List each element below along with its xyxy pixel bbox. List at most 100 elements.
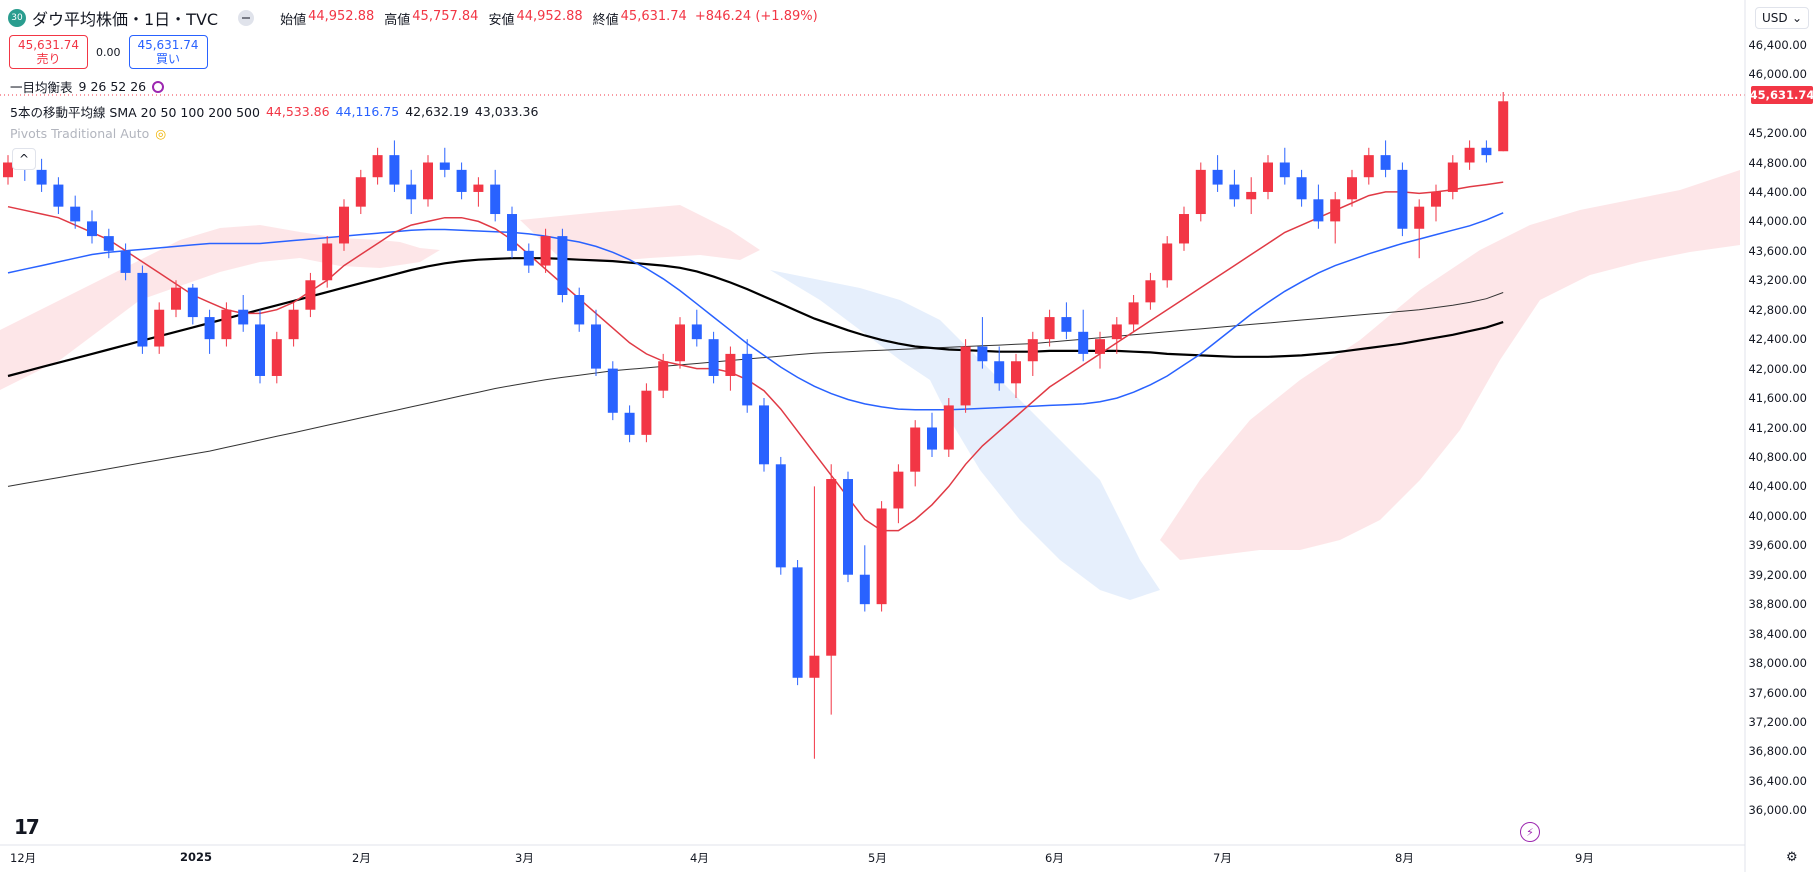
- candle-body: [994, 361, 1005, 384]
- flash-icon[interactable]: ⚡: [1520, 822, 1540, 842]
- candle: [1347, 169, 1357, 207]
- candle-body: [1414, 206, 1425, 229]
- sell-button[interactable]: 45,631.74 売り: [9, 35, 88, 69]
- candle: [1481, 140, 1492, 163]
- price-tick-label: 41,600.00: [1748, 391, 1807, 406]
- candle-body: [1464, 147, 1475, 163]
- candle-body: [523, 250, 534, 266]
- collapse-header-icon[interactable]: [238, 10, 255, 26]
- candle-body: [87, 221, 97, 237]
- spread-value: 0.00: [96, 45, 121, 59]
- candle-body: [809, 655, 820, 678]
- candle-body: [1380, 155, 1391, 170]
- time-tick-label: 3月: [515, 851, 534, 865]
- ma-value-2: 44,116.75: [335, 104, 400, 119]
- candle-body: [456, 169, 467, 192]
- tradingview-logo[interactable]: 17: [14, 815, 40, 839]
- candle-body: [893, 471, 904, 509]
- pivots-label: Pivots Traditional Auto: [10, 126, 150, 141]
- buy-price: 45,631.74: [137, 38, 199, 52]
- currency-selector[interactable]: USD ⌄: [1755, 7, 1809, 29]
- candle-body: [792, 567, 803, 678]
- candle: [876, 501, 887, 612]
- price-tick-label: 40,000.00: [1748, 508, 1807, 523]
- candle-body: [1212, 169, 1223, 185]
- candle-body: [943, 405, 954, 450]
- candle-body: [204, 317, 215, 340]
- candle: [171, 280, 181, 318]
- sell-label: 売り: [36, 52, 61, 66]
- candle: [271, 331, 282, 384]
- candle: [473, 177, 484, 207]
- candle: [355, 169, 366, 215]
- candle-body: [725, 353, 736, 376]
- candle: [1011, 353, 1021, 399]
- price-tick-label: 41,200.00: [1748, 420, 1807, 435]
- candle-body: [154, 309, 165, 347]
- ma100-line: [7, 257, 1504, 378]
- candle-body: [288, 309, 299, 340]
- candle-body: [271, 339, 282, 376]
- candlestick-series: [3, 91, 1509, 759]
- candle-body: [843, 479, 853, 575]
- candle-body: [927, 427, 937, 450]
- buy-button[interactable]: 45,631.74 買い: [128, 35, 208, 69]
- open-value: 44,952.88: [308, 8, 375, 24]
- candle-body: [137, 272, 148, 347]
- price-tick-label: 43,200.00: [1748, 273, 1807, 288]
- hidden-eye-icon[interactable]: ◎: [155, 126, 167, 141]
- candle-body: [473, 184, 484, 192]
- candle-body: [1044, 317, 1055, 340]
- price-tick-label: 39,200.00: [1748, 567, 1807, 582]
- candle: [456, 162, 467, 200]
- candle-body: [1279, 162, 1290, 178]
- candle-body: [1095, 339, 1105, 354]
- price-tick-label: 38,800.00: [1748, 597, 1807, 612]
- ma-label: 5本の移動平均線 SMA 20 50 100 200 500: [10, 105, 260, 120]
- trade-buttons: 45,631.74 売り 0.00 45,631.74 買い: [9, 35, 208, 69]
- candle-body: [439, 162, 450, 170]
- candle: [943, 398, 954, 457]
- candle: [53, 177, 64, 215]
- symbol-title[interactable]: ダウ平均株価・1日・TVC: [32, 10, 219, 29]
- time-tick-label: 7月: [1213, 851, 1232, 865]
- candle: [607, 361, 618, 421]
- chevron-up-icon: ^: [18, 152, 30, 166]
- candle-body: [557, 236, 568, 295]
- moving-average-lines: [7, 181, 1504, 532]
- price-tick-label: 42,000.00: [1748, 361, 1807, 376]
- candle: [238, 295, 249, 332]
- settings-gear-icon[interactable]: ⚙: [1786, 850, 1798, 865]
- candle-body: [1179, 214, 1189, 244]
- ichimoku-legend[interactable]: 一目均衡表 9 26 52 26: [10, 77, 165, 96]
- time-tick-label: 9月: [1575, 851, 1594, 865]
- candle: [859, 545, 870, 612]
- candle-body: [36, 169, 47, 185]
- ohlc-values: 始値 44,952.88 高値 45,757.84 安値 44,952.88 終…: [272, 9, 818, 28]
- candle-body: [1128, 302, 1139, 325]
- candle: [204, 309, 215, 354]
- candle-body: [1481, 147, 1492, 156]
- price-tick-label: 39,600.00: [1748, 538, 1807, 553]
- candle: [1179, 206, 1189, 251]
- candle-body: [1498, 101, 1509, 152]
- symbol-logo-icon[interactable]: 30: [8, 9, 26, 27]
- candle-body: [641, 390, 652, 435]
- candle-body: [490, 184, 501, 215]
- candle: [70, 195, 81, 229]
- candle: [1380, 140, 1391, 178]
- candle: [3, 155, 13, 185]
- candle: [1464, 140, 1475, 170]
- ma-legend[interactable]: 5本の移動平均線 SMA 20 50 100 200 500 44,533.86…: [10, 102, 538, 121]
- candle-body: [1229, 184, 1240, 200]
- candle-body: [1246, 191, 1257, 200]
- time-tick-label: 5月: [868, 851, 887, 865]
- candle: [557, 228, 568, 303]
- candle: [591, 309, 601, 376]
- pivots-legend[interactable]: Pivots Traditional Auto ◎: [10, 126, 166, 141]
- candle: [1330, 191, 1341, 244]
- candle: [540, 228, 551, 273]
- collapse-legend-button[interactable]: ^: [12, 148, 36, 170]
- price-tick-label: 44,000.00: [1748, 214, 1807, 229]
